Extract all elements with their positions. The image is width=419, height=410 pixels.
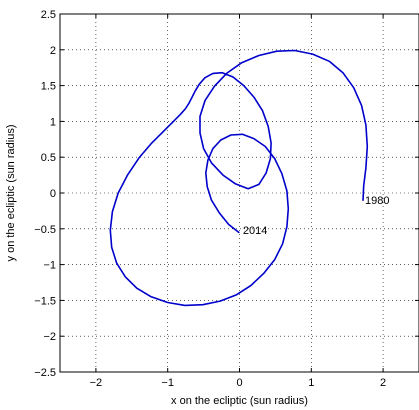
x-axis-label: x on the ecliptic (sun radius) [171,395,308,407]
x-tick-label: 0 [236,377,242,389]
x-tick-label: −1 [161,377,174,389]
x-tick-label: 1 [308,377,314,389]
y-tick-label: 1.5 [41,81,56,93]
y-tick-label: 0.5 [41,152,56,164]
annotation-label: 1980 [365,195,389,207]
annotations: 1980 2014 [243,195,390,237]
y-tick-label: −2.5 [34,367,56,379]
y-tick-label: −0.5 [34,224,56,236]
y-tick-label: −2 [43,331,56,343]
y-axis-label: y on the ecliptic (sun radius) [5,125,17,262]
y-tick-label: −1 [43,260,56,272]
plot-background [60,14,419,372]
y-tick-label: 1 [50,116,56,128]
orbit-line-series [109,49,369,307]
y-tick-label: −1.5 [34,295,56,307]
axis-ticks: −2 −1 0 1 2 −2.5 −2 −1.5 −1 −0.5 0 0.5 1 1.5 2 2.5 [34,9,419,389]
x-tick-label: −2 [90,377,103,389]
annotation-label: 2014 [243,225,267,237]
y-tick-label: 2.5 [41,9,56,21]
y-tick-label: 0 [50,188,56,200]
y-tick-label: 2 [50,45,56,57]
x-tick-label: 2 [380,377,386,389]
